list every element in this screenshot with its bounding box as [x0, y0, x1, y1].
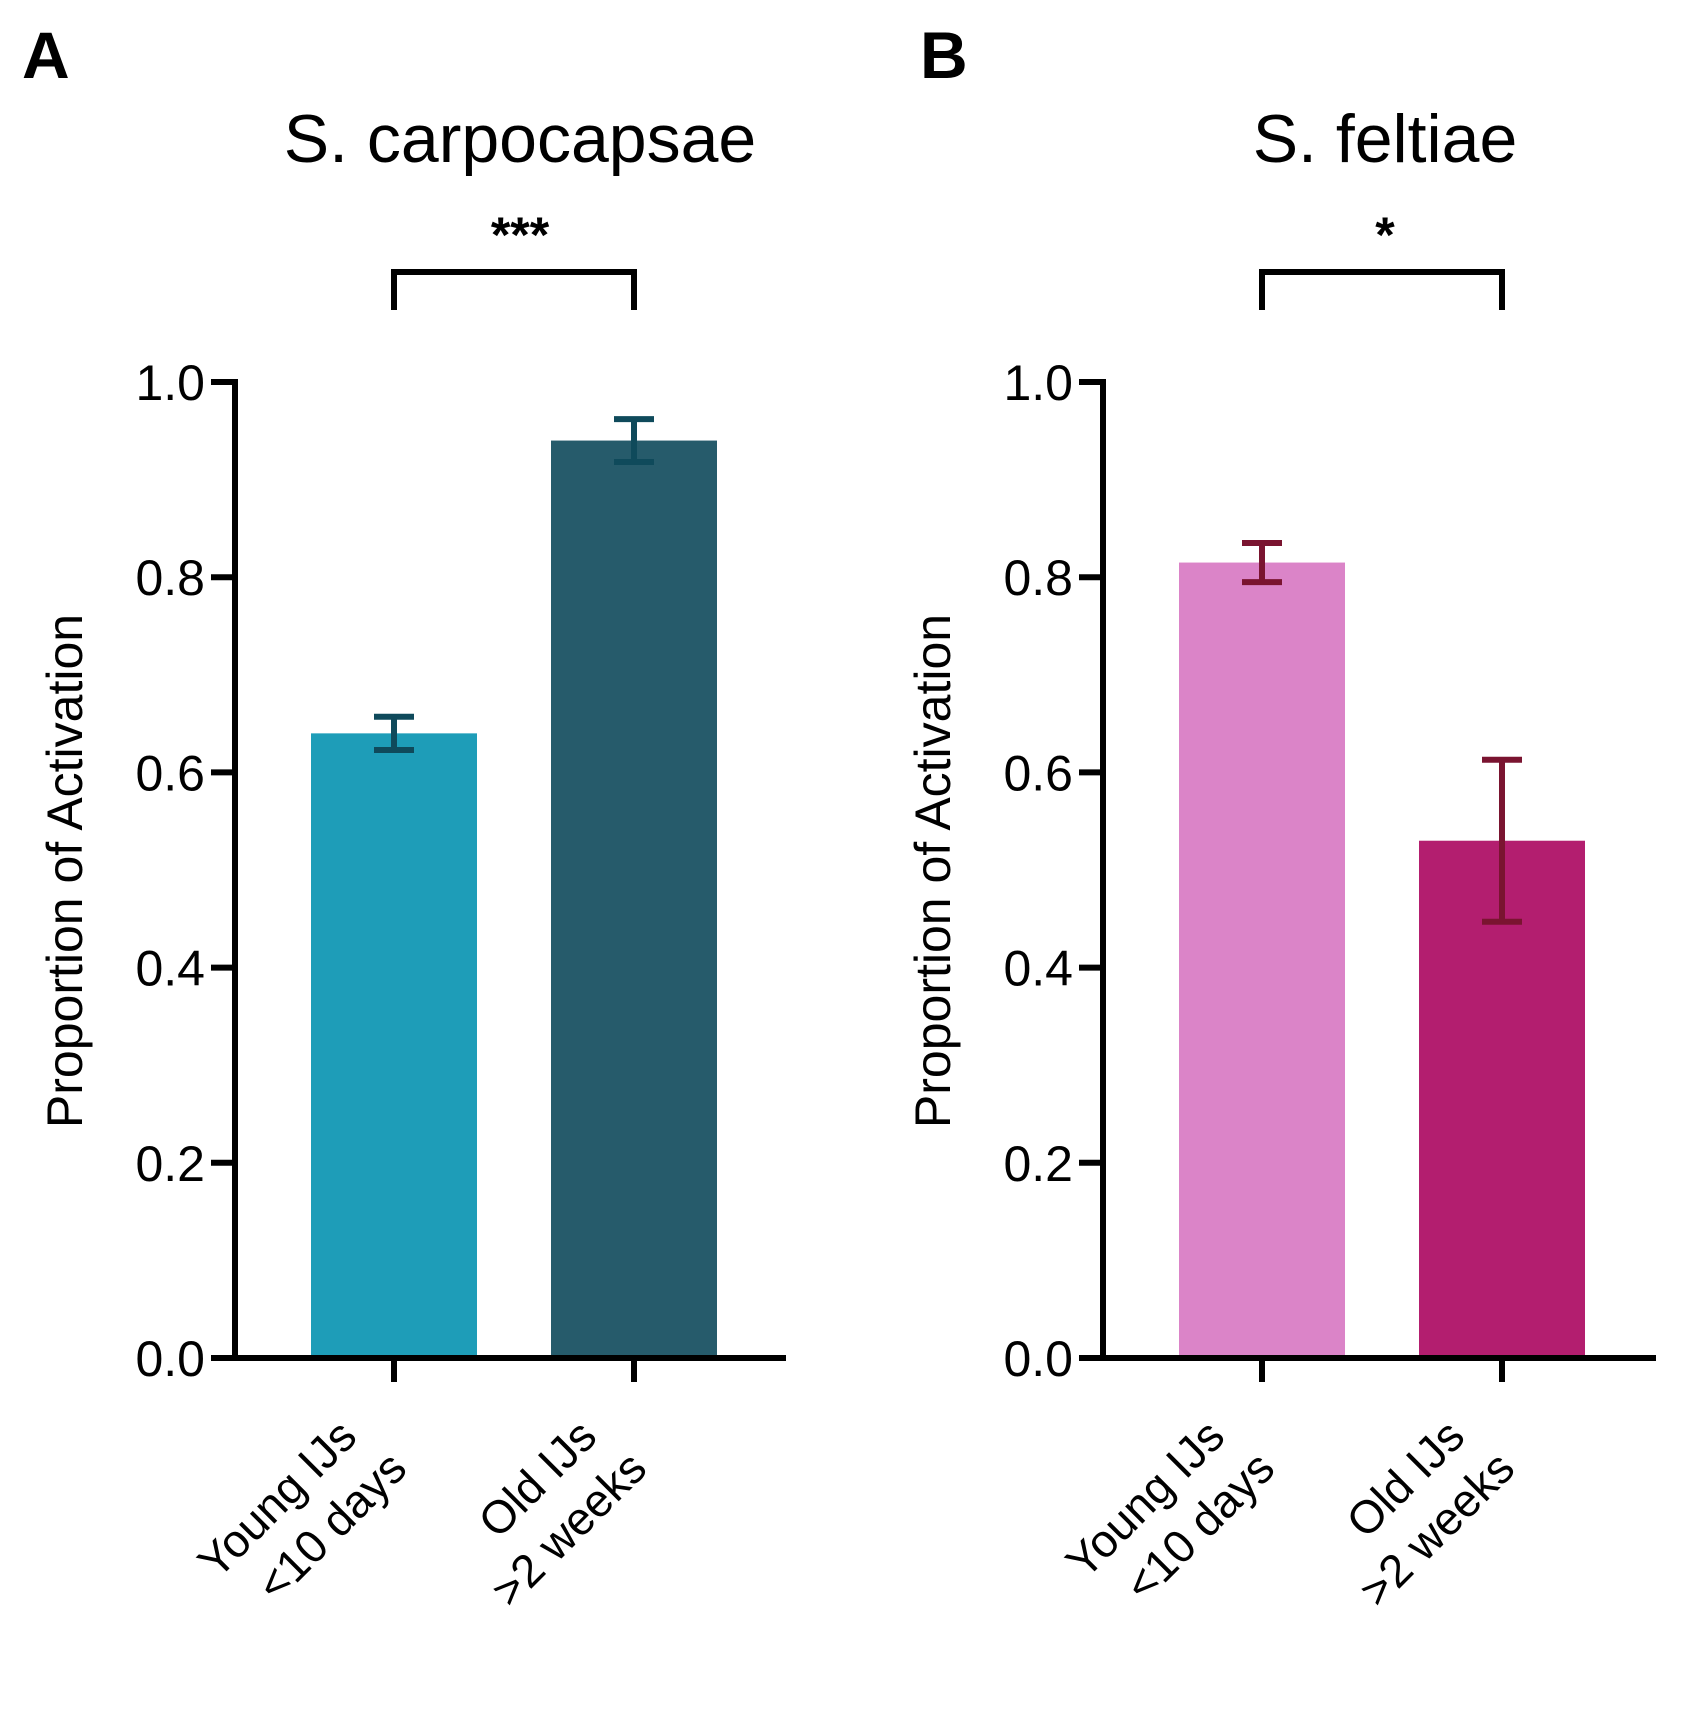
panel-a: A S. carpocapsae *** Proportion of Activ…	[22, 18, 786, 1628]
panel-b-error-bar-old	[1482, 756, 1522, 925]
panel-a-bars	[311, 440, 717, 1358]
panel-a-title: S. carpocapsae	[284, 101, 757, 177]
panel-b-error-bars	[1242, 540, 1522, 925]
panel-a-y-tick-label-2: 0.4	[135, 941, 205, 997]
panel-a-x-tick-label-young: Young IJs <10 days	[188, 1400, 416, 1628]
panel-a-error-bar-young	[374, 713, 414, 753]
panel-a-y-tick-label-1: 0.2	[135, 1136, 205, 1192]
panel-a-x-tick-labels: Young IJs <10 days Old IJs >2 weeks	[188, 1400, 656, 1628]
panel-b-y-tick-labels: 0.0 0.2 0.4 0.6 0.8 1.0	[1003, 355, 1073, 1387]
panel-b-y-tick-label-4: 0.8	[1003, 550, 1073, 606]
panel-b-error-bar-young	[1242, 540, 1282, 586]
panel-b-letter: B	[920, 18, 968, 92]
panel-a-y-tick-label-5: 1.0	[135, 355, 205, 411]
panel-a-y-tick-label-0: 0.0	[135, 1331, 205, 1387]
panel-b-significance: *	[1375, 207, 1395, 263]
panel-a-error-bars	[374, 416, 654, 753]
panel-b-significance-bracket	[1259, 269, 1505, 310]
panel-b-x-ticks	[1259, 1358, 1505, 1382]
panel-b-y-tick-label-3: 0.6	[1003, 745, 1073, 801]
panel-b-x-tick-label-young: Young IJs <10 days	[1056, 1400, 1284, 1628]
panel-b: B S. feltiae * Proportion of Activation	[905, 18, 1656, 1628]
panel-a-y-axis-label: Proportion of Activation	[37, 614, 93, 1128]
panel-a-y-tick-labels: 0.0 0.2 0.4 0.6 0.8 1.0	[135, 355, 205, 1387]
panel-a-significance: ***	[491, 207, 550, 263]
panel-a-x-tick-label-old: Old IJs >2 weeks	[440, 1400, 656, 1616]
panel-b-y-tick-label-5: 1.0	[1003, 355, 1073, 411]
panel-a-plot-area: 0.0 0.2 0.4 0.6 0.8 1.0 Young IJs <10 da…	[135, 355, 786, 1628]
panel-b-y-tick-label-1: 0.2	[1003, 1136, 1073, 1192]
panel-b-title: S. feltiae	[1253, 101, 1518, 177]
panel-a-bar-young	[311, 733, 477, 1358]
panel-b-plot-area: 0.0 0.2 0.4 0.6 0.8 1.0 Young IJs <10 da…	[1003, 355, 1656, 1628]
panel-b-y-tick-label-0: 0.0	[1003, 1331, 1073, 1387]
panel-b-bars	[1179, 562, 1585, 1358]
panel-b-y-tick-label-2: 0.4	[1003, 941, 1073, 997]
panel-b-x-tick-labels: Young IJs <10 days Old IJs >2 weeks	[1056, 1400, 1524, 1628]
panel-a-y-ticks	[211, 379, 235, 1361]
panel-b-y-ticks	[1079, 379, 1103, 1361]
panel-a-error-bar-old	[614, 416, 654, 466]
panel-a-y-tick-label-4: 0.8	[135, 550, 205, 606]
panel-a-letter: A	[22, 18, 70, 92]
panel-b-bar-old	[1419, 840, 1585, 1358]
panel-a-x-ticks	[391, 1358, 637, 1382]
panel-b-x-tick-label-old: Old IJs >2 weeks	[1308, 1400, 1524, 1616]
panel-a-significance-bracket	[391, 269, 637, 310]
panel-b-y-axis-label: Proportion of Activation	[905, 614, 961, 1128]
panel-b-bar-young	[1179, 562, 1345, 1358]
panel-a-y-tick-label-3: 0.6	[135, 745, 205, 801]
panel-a-bar-old	[551, 440, 717, 1358]
